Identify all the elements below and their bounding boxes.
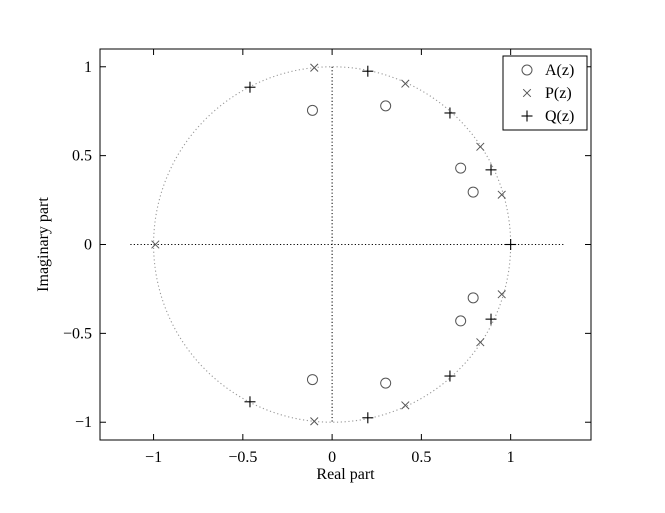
point-q-z-5	[505, 239, 517, 250]
y-tick-label: −1	[75, 414, 92, 431]
point-a-z-8	[306, 374, 318, 386]
point-q-z-9	[244, 396, 256, 408]
point-a-z-2	[380, 100, 392, 112]
point-a-z-4	[467, 186, 479, 198]
point-p-z-4	[497, 190, 506, 199]
point-a-z-7	[380, 377, 392, 389]
point-p-z-2	[401, 79, 410, 88]
point-q-z-8	[362, 412, 374, 424]
legend-marker-q-z	[521, 110, 533, 122]
x-tick-label: 0.5	[411, 449, 431, 466]
series-p-z	[151, 63, 506, 426]
point-a-z-5	[467, 292, 479, 304]
point-p-z-9	[310, 417, 319, 426]
series-a-z	[306, 100, 479, 389]
legend-label-q-z: Q(z)	[545, 108, 574, 125]
x-axis-label: Real part	[316, 466, 375, 483]
x-tick-label: −1	[145, 449, 162, 466]
legend-marker-p-z	[522, 88, 532, 98]
legend-label-a-z: A(z)	[545, 62, 574, 79]
point-p-z-3	[476, 142, 485, 151]
x-tick-label: 0	[328, 449, 336, 466]
point-q-z-1	[244, 81, 256, 93]
point-q-z-7	[444, 370, 456, 382]
point-p-z-6	[497, 290, 506, 299]
point-p-z-7	[476, 338, 485, 347]
point-q-z-4	[485, 164, 497, 176]
point-q-z-2	[362, 65, 374, 77]
y-axis-label: Imaginary part	[35, 197, 52, 292]
point-a-z-3	[455, 162, 467, 174]
y-tick-label: 1	[84, 59, 92, 76]
point-p-z-1	[310, 63, 319, 72]
point-p-z-8	[401, 401, 410, 410]
legend-marker-a-z	[521, 64, 533, 76]
legend: A(z) P(z) Q(z)	[502, 55, 588, 131]
point-a-z-6	[455, 315, 467, 327]
legend-label-p-z: P(z)	[545, 85, 572, 102]
y-tick-label: 0.5	[72, 148, 92, 165]
series-q-z	[244, 65, 517, 424]
point-q-z-3	[444, 107, 456, 119]
x-tick-label: −0.5	[228, 449, 257, 466]
legend-box	[502, 55, 588, 131]
point-q-z-6	[485, 313, 497, 325]
y-tick-label: −0.5	[63, 325, 92, 342]
point-p-z-5	[151, 240, 160, 249]
x-tick-label: 1	[507, 449, 515, 466]
y-tick-label: 0	[84, 237, 92, 254]
point-a-z-1	[306, 104, 318, 116]
